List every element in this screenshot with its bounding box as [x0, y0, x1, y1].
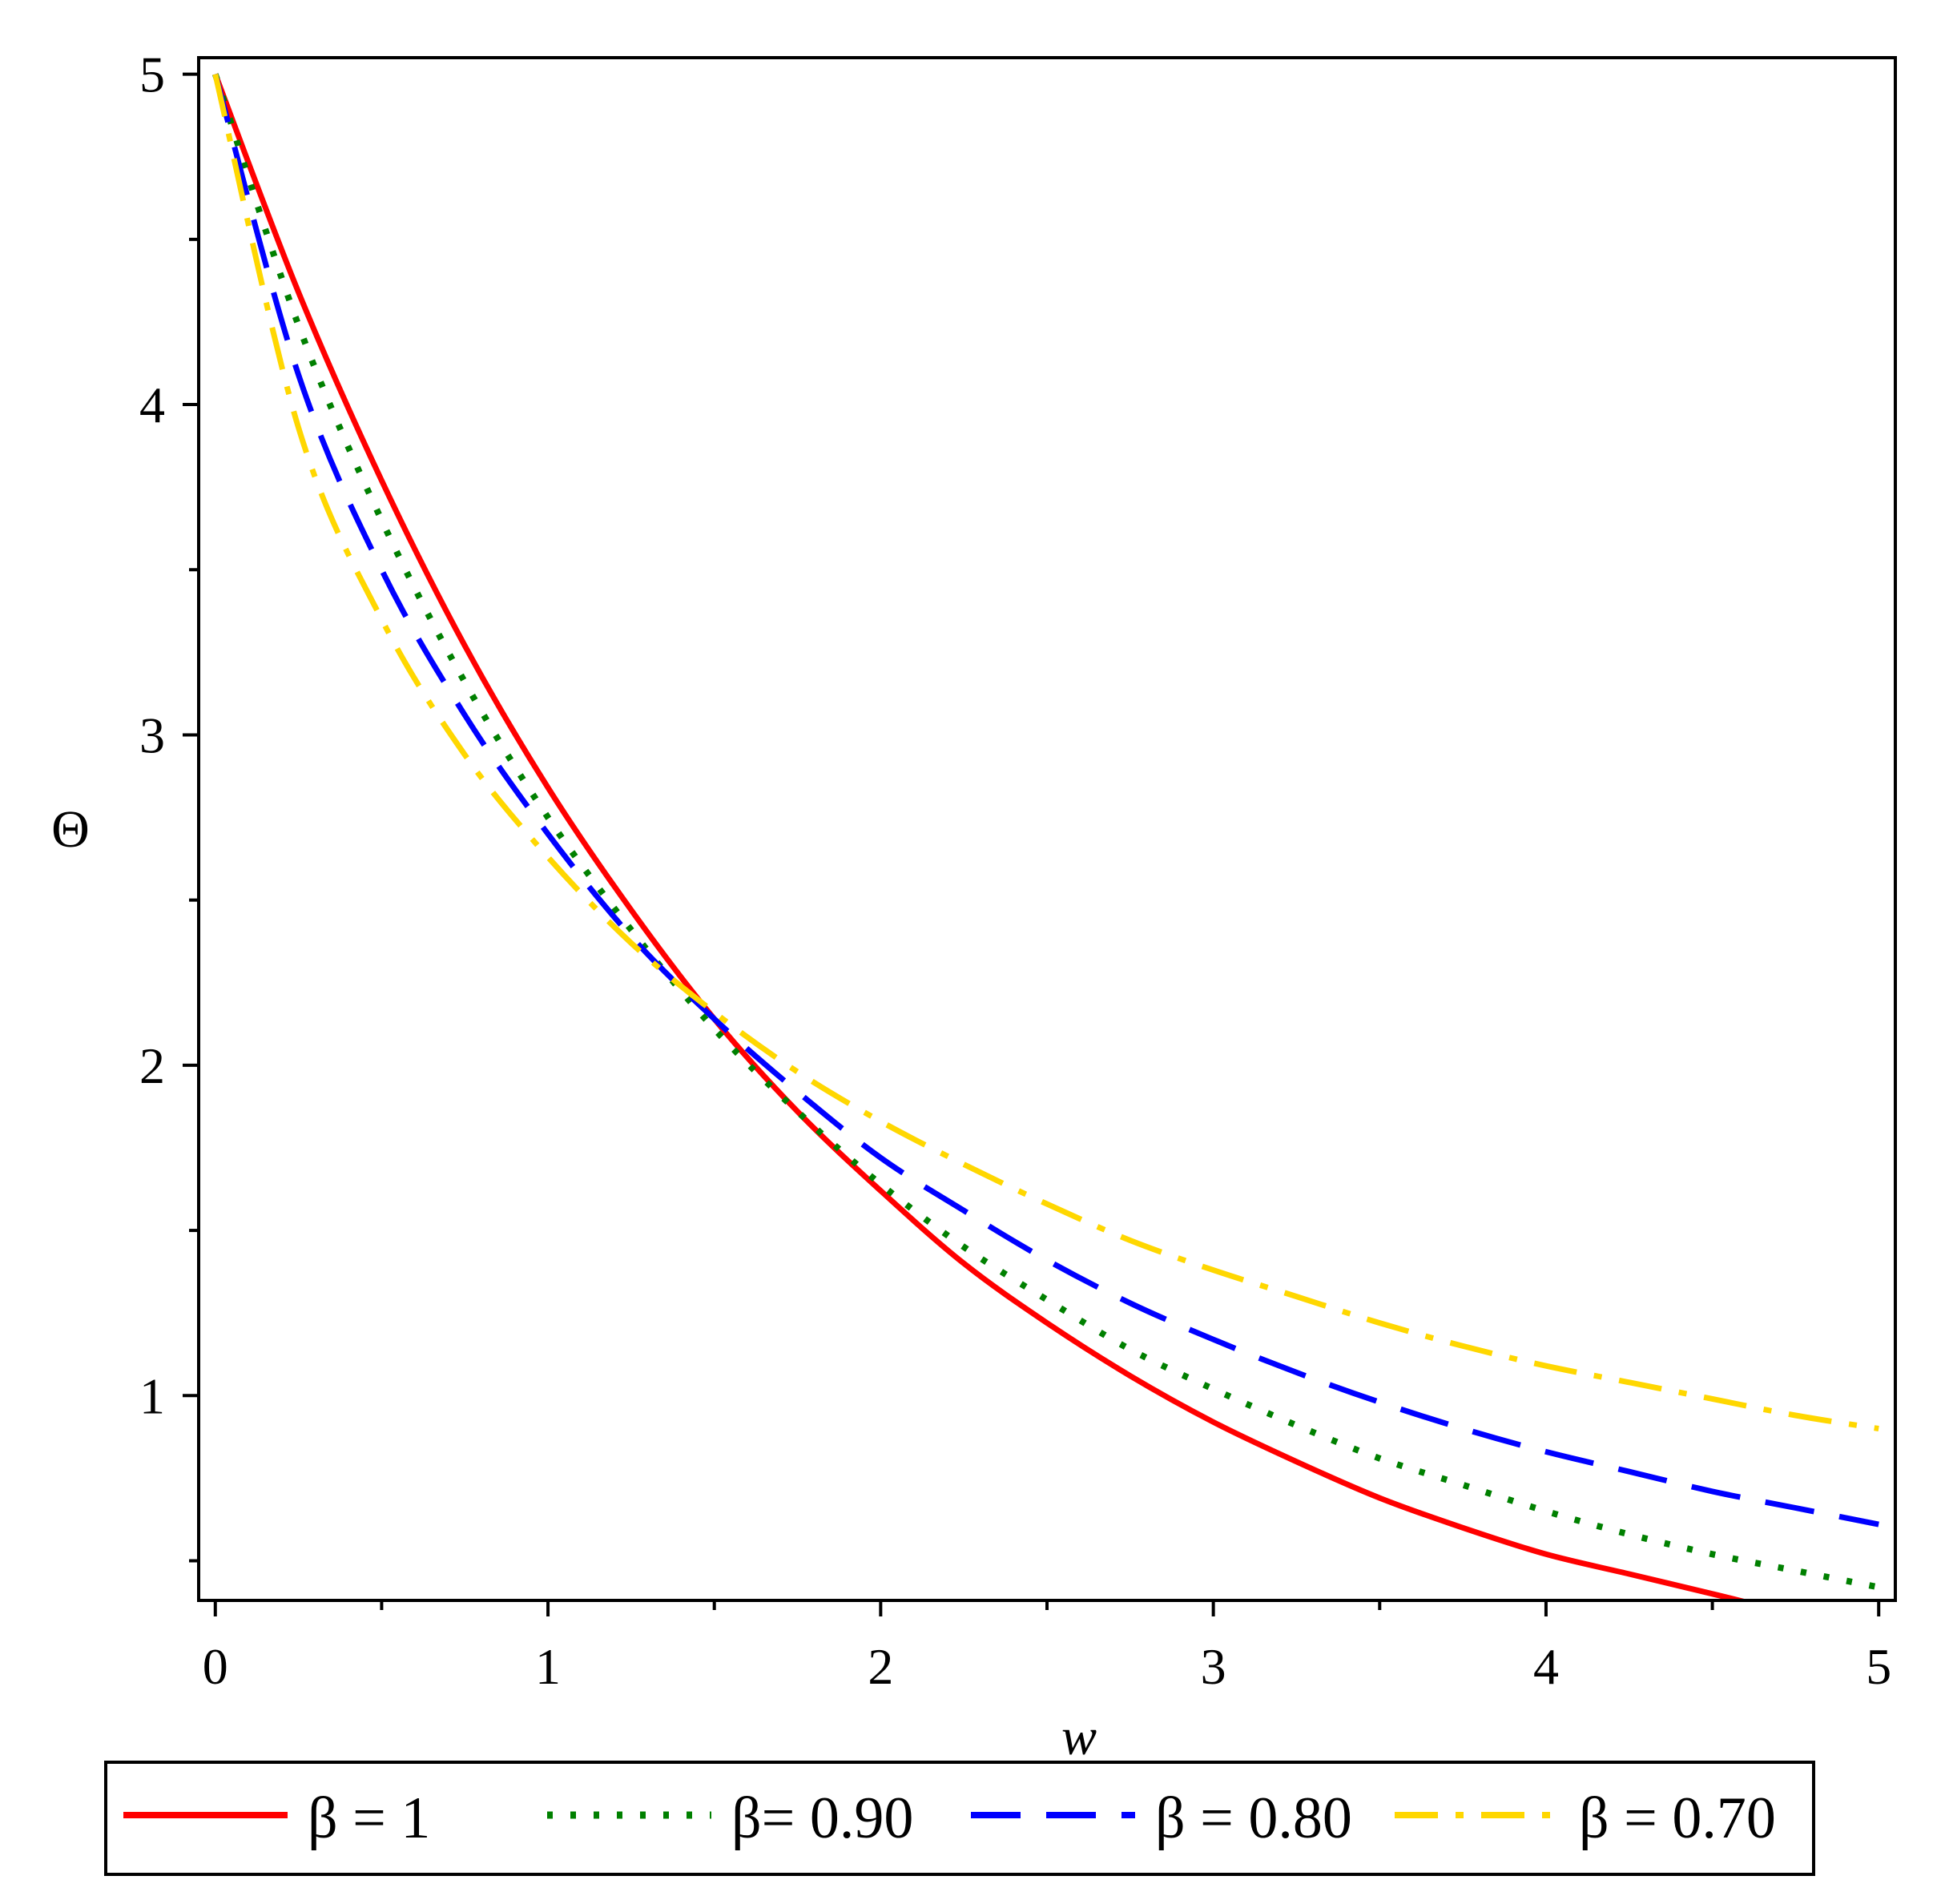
series-line-4 — [212, 73, 1879, 1431]
plot-area — [212, 73, 1879, 1600]
y-tick-label: 3 — [139, 706, 165, 763]
plot-frame — [197, 56, 1897, 1602]
x-tick-label: 1 — [535, 1638, 561, 1695]
legend-label-3: β = 0.80 — [1155, 1785, 1352, 1851]
legend-box — [104, 1761, 1815, 1876]
legend-label-1: β = 1 — [308, 1785, 430, 1851]
x-tick-label: 0 — [203, 1638, 228, 1695]
x-tick-label: 5 — [1866, 1638, 1891, 1695]
legend: β = 1 β= 0.90 β = 0.80 β = 0.70 — [104, 1761, 1815, 1876]
series-line-2 — [212, 73, 1879, 1591]
y-axis-title: Θ — [51, 800, 90, 859]
series-line-1 — [212, 73, 1751, 1600]
series-lines — [212, 73, 1879, 1600]
y-tick-label: 1 — [139, 1367, 165, 1424]
y-tick-label: 4 — [139, 376, 165, 433]
y-tick-label: 5 — [139, 46, 165, 103]
x-tick-label: 2 — [868, 1638, 893, 1695]
y-tick-label: 2 — [139, 1037, 165, 1094]
series-line-3 — [212, 73, 1879, 1528]
x-axis-title: w — [1061, 1708, 1097, 1766]
axes: 0 1 2 3 4 5 1 2 3 4 5 w Θ — [51, 46, 1897, 1766]
x-tick-label: 4 — [1533, 1638, 1559, 1695]
legend-label-4: β = 0.70 — [1579, 1785, 1776, 1851]
x-tick-label: 3 — [1201, 1638, 1226, 1695]
legend-label-2: β= 0.90 — [731, 1785, 913, 1851]
